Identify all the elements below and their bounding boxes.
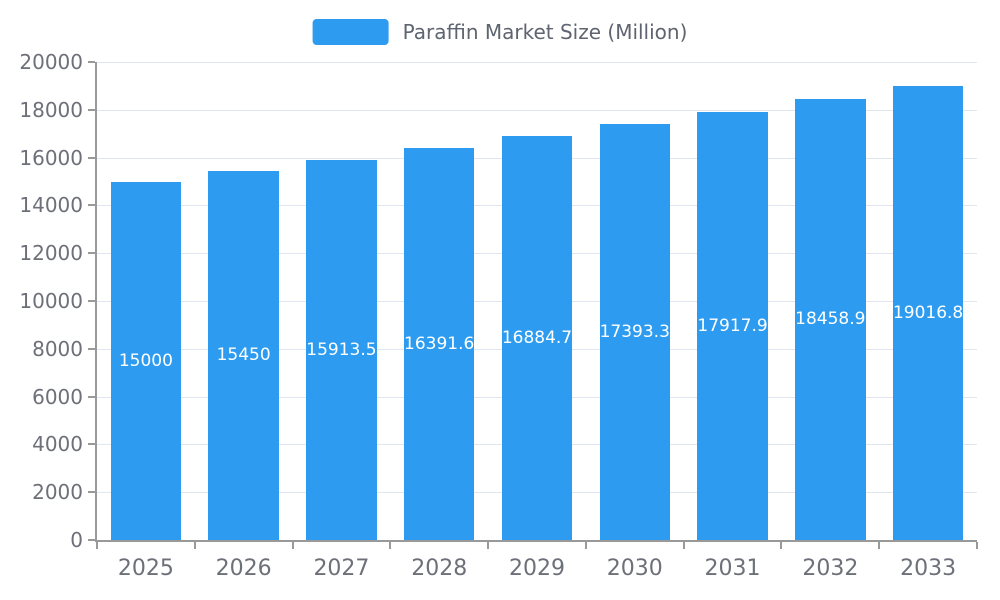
plot-area: 15000 15450 15913.5 16391.6 16884.7 17393.3 17…: [19, 50, 978, 581]
legend-item[interactable]: Paraffin Market Size (Million): [312, 19, 688, 45]
x-axis-label: 2032: [802, 556, 859, 581]
bar[interactable]: 18458.9: [795, 98, 866, 540]
y-axis-tick: [88, 395, 95, 398]
y-axis-tick: [88, 491, 95, 494]
y-axis-label: 10000: [19, 289, 83, 313]
x-axis-label: 2027: [313, 556, 370, 581]
x-axis-label: 2028: [411, 556, 468, 581]
bar-value-label: 15000: [118, 350, 173, 371]
y-axis-tick: [88, 204, 95, 207]
y-axis-label: 8000: [32, 336, 83, 361]
x-axis-tick: [291, 542, 294, 549]
y-axis-tick: [88, 443, 95, 446]
x-axis-tick: [976, 542, 978, 549]
bar[interactable]: 15000: [110, 181, 182, 540]
bar-value-label: 17917.9: [697, 315, 768, 336]
x-axis-label: 2030: [606, 556, 663, 581]
y-axis-tick: [88, 252, 95, 255]
x-axis-tick: [682, 542, 685, 549]
bar[interactable]: 16884.7: [501, 136, 573, 540]
x-axis-label: 2029: [509, 556, 565, 581]
bar-value-label: 15450: [216, 345, 271, 366]
x-axis-label: 2025: [117, 556, 174, 581]
bar[interactable]: 16391.6: [404, 148, 475, 540]
y-axis-label: 20000: [19, 50, 83, 74]
y-axis-label: 6000: [32, 384, 83, 409]
x-axis-tick: [389, 542, 392, 549]
bar-value-label: 15913.5: [306, 339, 377, 360]
bar-value-label: 19016.8: [892, 302, 964, 323]
legend-swatch-icon: [312, 19, 389, 45]
bar[interactable]: 15913.5: [306, 159, 377, 540]
x-axis-tick: [96, 542, 98, 549]
y-axis-tick: [88, 300, 95, 302]
y-axis-label: 0: [70, 528, 83, 552]
y-axis-tick: [88, 61, 95, 63]
y-axis-tick: [88, 539, 95, 541]
bar[interactable]: 19016.8: [892, 85, 964, 540]
y-axis-tick: [88, 347, 95, 350]
x-axis-label: 2033: [900, 556, 957, 581]
y-axis-label: 16000: [19, 145, 83, 170]
x-axis-label: 2031: [704, 556, 761, 581]
y-axis-label: 4000: [32, 432, 83, 457]
bar-value-label: 18458.9: [795, 309, 866, 330]
bars-layer: 15000 15450 15913.5 16391.6 16884.7 17393.3 17…: [97, 62, 977, 540]
x-axis-tick: [878, 542, 881, 549]
x-axis-tick: [780, 542, 783, 549]
x-axis-tick: [584, 542, 587, 549]
x-axis-label: 2026: [215, 556, 272, 581]
bar-value-label: 17393.3: [599, 322, 670, 343]
bar[interactable]: 17917.9: [697, 111, 768, 540]
grid-line: [97, 62, 977, 63]
y-axis-label: 18000: [19, 97, 83, 122]
y-axis-tick: [88, 108, 95, 111]
y-axis-label: 14000: [19, 193, 83, 218]
legend-label: Paraffin Market Size (Million): [402, 20, 688, 44]
bar[interactable]: 15450: [208, 170, 279, 540]
bar-value-label: 16884.7: [501, 328, 573, 349]
x-axis-tick: [487, 542, 490, 549]
x-axis-tick: [193, 542, 196, 549]
bar[interactable]: 17393.3: [599, 124, 670, 540]
y-axis-tick: [88, 156, 95, 159]
y-axis-label: 12000: [19, 241, 83, 266]
y-axis-label: 2000: [32, 480, 83, 505]
grid-line: [97, 109, 977, 111]
bar-value-label: 16391.6: [404, 334, 475, 355]
